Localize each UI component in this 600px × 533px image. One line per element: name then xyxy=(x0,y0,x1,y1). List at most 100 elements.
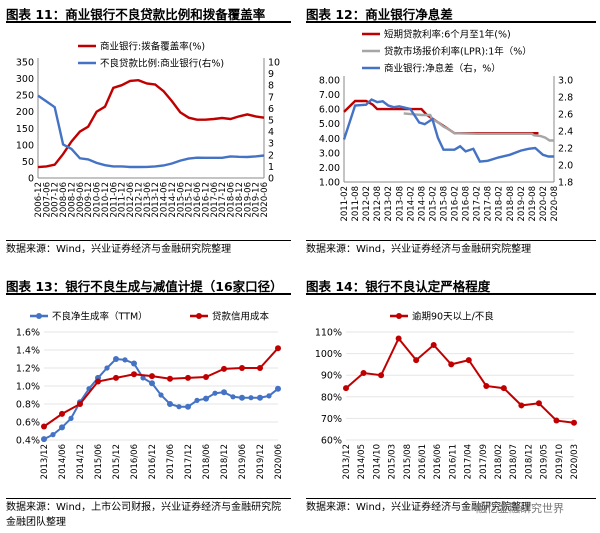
y-left-tick-label: 100% xyxy=(315,349,342,360)
data-point xyxy=(131,371,137,378)
data-point xyxy=(167,401,173,407)
x-tick-label: 2018-12 xyxy=(235,182,245,218)
x-tick-label: 2019-06 xyxy=(243,182,253,218)
x-tick-label: 2013-02 xyxy=(384,186,394,222)
chart-13-title: 图表 13：银行不良生成与减值计提（16家口径） xyxy=(6,279,283,294)
series-line-2 xyxy=(43,347,279,428)
data-point xyxy=(176,404,182,410)
x-tick-label: 2007-12 xyxy=(51,182,61,218)
data-point xyxy=(221,389,227,396)
y-left-tick-label: 1.4% xyxy=(16,346,40,357)
y-right-tick-label: 7 xyxy=(268,92,274,103)
y-left-tick-label: 5.00 xyxy=(319,119,340,130)
y-left-tick-label: 8.00 xyxy=(319,76,340,87)
x-tick-label: 2009-06 xyxy=(76,182,86,218)
x-tick-label: 2015/06 xyxy=(94,444,104,479)
x-tick-label: 2011-08 xyxy=(351,186,361,222)
legend-marker xyxy=(396,313,402,319)
x-tick-label: 2019-02 xyxy=(517,186,527,222)
series-line-2 xyxy=(37,94,265,169)
x-tick-label: 2018-08 xyxy=(506,186,516,222)
data-point xyxy=(360,370,367,377)
y-right-tick-label: 2.0 xyxy=(558,161,573,172)
y-left-tick-label: 90% xyxy=(321,371,342,382)
data-point xyxy=(518,402,525,409)
y-right-tick-label: 2.2 xyxy=(558,144,573,155)
watermark: 融亿金融研究世界 xyxy=(476,502,564,515)
legend-label: 商业银行:净息差（右，%） xyxy=(384,63,501,75)
x-tick-label: 2018/02 xyxy=(494,444,504,479)
x-tick-label: 2015-12 xyxy=(185,182,195,218)
x-tick-label: 2018/07 xyxy=(509,444,519,479)
chart-14-source: 数据来源：Wind，兴业证券经济与金融研究院整理 xyxy=(306,502,532,513)
x-tick-label: 2016/06 xyxy=(130,444,140,479)
y-right-tick-label: 1 xyxy=(268,162,274,173)
x-tick-label: 2015-06 xyxy=(176,182,186,218)
legend-label: 短期贷款利率:6个月至1年(%) xyxy=(384,29,511,41)
data-point xyxy=(41,436,47,443)
y-left-tick-label: 3.00 xyxy=(319,148,340,159)
chart-12-source: 数据来源：Wind，兴业证券经济与金融研究院整理 xyxy=(306,244,532,255)
x-tick-label: 2018/06 xyxy=(202,444,212,479)
chart-11-title-rule xyxy=(6,21,291,23)
x-tick-label: 2019/05 xyxy=(540,444,550,479)
x-tick-label: 2016/06 xyxy=(433,444,443,479)
y-right-tick-label: 2.6 xyxy=(558,110,573,121)
data-point xyxy=(483,383,490,389)
chart-13-title-rule xyxy=(6,293,291,295)
data-point xyxy=(185,374,191,381)
y-left-tick-label: 110% xyxy=(315,328,342,339)
x-tick-label: 2013/12 xyxy=(40,444,50,479)
chart-12-source-rule xyxy=(306,240,596,241)
data-point xyxy=(59,410,65,417)
x-tick-label: 2019/12 xyxy=(256,444,266,479)
chart-11-source: 数据来源：Wind，兴业证券经济与金融研究院整理 xyxy=(6,244,232,255)
x-tick-label: 2013-08 xyxy=(395,186,405,222)
y-left-tick-label: 100 xyxy=(16,140,34,151)
data-point xyxy=(535,400,542,407)
x-tick-label: 2020-02 xyxy=(539,186,549,222)
data-point xyxy=(149,380,155,387)
chart-12-title-rule xyxy=(306,21,596,23)
legend-label: 贷款信用成本 xyxy=(212,311,270,323)
y-left-tick-label: 1.6% xyxy=(16,328,40,339)
x-tick-label: 2006-12 xyxy=(34,182,44,218)
x-tick-label: 2019/10 xyxy=(555,444,565,479)
data-point xyxy=(68,415,74,421)
x-tick-label: 2016/01 xyxy=(418,444,428,479)
data-point xyxy=(275,345,281,352)
y-right-tick-label: 4 xyxy=(268,127,274,138)
y-right-tick-label: 1.8 xyxy=(558,178,573,189)
legend-marker xyxy=(36,313,42,319)
data-point xyxy=(257,394,263,401)
chart-13-source: 数据来源：Wind，上市公司财报，兴业证券经济与金融研究院 xyxy=(6,502,282,513)
x-tick-label: 2017-08 xyxy=(484,186,494,222)
chart-14-npl-recognition: 60% 70% 80% 90% 100% 110% 2013/12 2014/05 2014/1… xyxy=(315,311,580,480)
x-tick-label: 2018/12 xyxy=(220,444,230,479)
data-point xyxy=(131,360,137,367)
y-left-tick-label: 70% xyxy=(321,414,342,425)
y-right-tick-label: 8 xyxy=(268,81,274,92)
y-left-tick-label: 1.00 xyxy=(319,178,340,189)
y-left-tick-label: 200 xyxy=(16,107,34,118)
y-left-tick-label: 150 xyxy=(16,124,34,135)
x-tick-label: 2015-02 xyxy=(428,186,438,222)
x-tick-label: 2016-12 xyxy=(201,182,211,218)
data-point xyxy=(185,403,191,410)
y-left-tick-label: 1.0% xyxy=(16,382,40,393)
data-point xyxy=(203,374,209,380)
legend-label: 商业银行:拨备覆盖率(%) xyxy=(100,41,205,53)
data-point xyxy=(257,365,263,371)
x-tick-label: 2019-12 xyxy=(252,182,262,218)
x-tick-label: 2016/11 xyxy=(448,444,458,479)
y-right-tick-label: 2.4 xyxy=(558,127,573,138)
x-tick-label: 2014/06 xyxy=(58,444,68,479)
y-left-tick-label: 2.00 xyxy=(319,163,340,174)
data-point xyxy=(113,374,119,381)
x-tick-label: 2015-08 xyxy=(439,186,449,222)
data-point xyxy=(553,417,560,424)
x-tick-label: 2011-02 xyxy=(340,186,350,222)
x-tick-label: 2017/06 xyxy=(166,444,176,479)
x-tick-label: 2019/06 xyxy=(238,444,248,479)
x-tick-label: 2014-08 xyxy=(417,186,427,222)
